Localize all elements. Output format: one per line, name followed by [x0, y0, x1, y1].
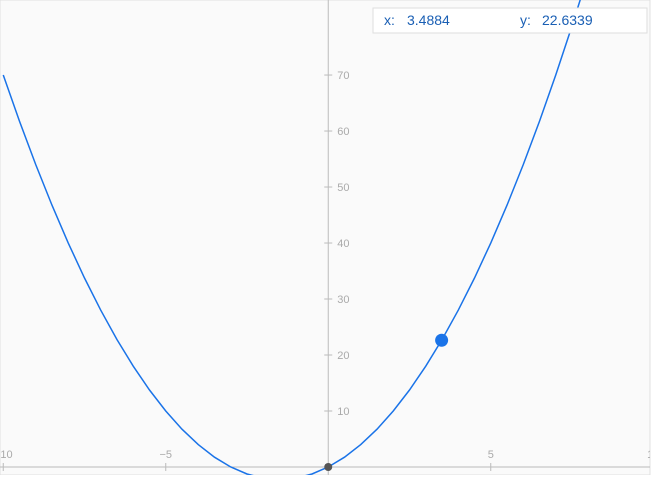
y-tick-label: 50	[337, 182, 349, 194]
x-tick-label: 5	[488, 449, 494, 461]
tooltip-x-label: x:	[384, 12, 395, 28]
y-tick-label: 10	[337, 406, 349, 418]
tooltip-y-value: 22.6339	[542, 12, 593, 28]
highlight-point	[435, 333, 449, 347]
y-tick-label: 30	[337, 294, 349, 306]
tooltip-y-label: y:	[520, 12, 531, 28]
x-tick-label: 10	[647, 449, 655, 461]
tooltip	[372, 7, 648, 34]
tooltip-x-value: 3.4884	[407, 12, 450, 28]
y-tick-label: 20	[337, 350, 349, 362]
x-tick-label: −5	[159, 449, 172, 461]
y-tick-label: 60	[337, 126, 349, 138]
curve	[2, 0, 581, 475]
x-tick-label: −10	[0, 449, 13, 461]
origin-dot	[324, 462, 333, 471]
y-tick-label: 40	[337, 238, 349, 250]
y-tick-label: 70	[337, 70, 349, 82]
